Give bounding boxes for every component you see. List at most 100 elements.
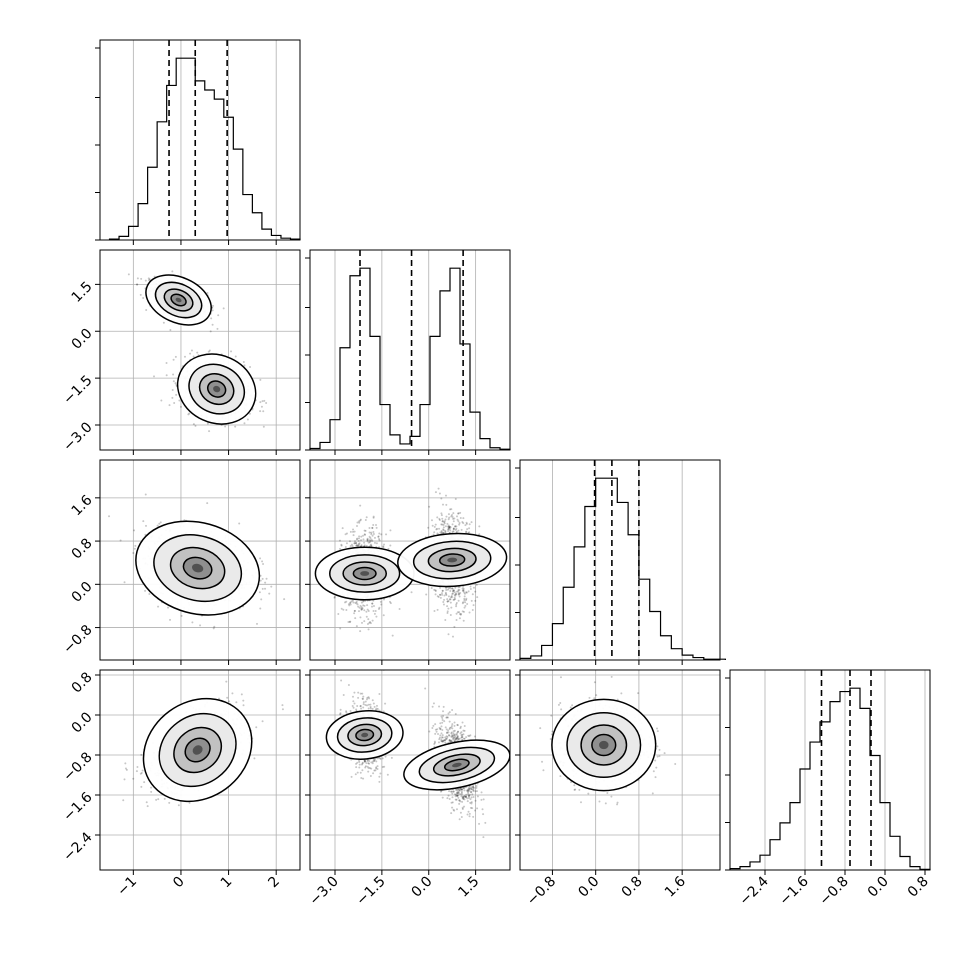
sample-point (451, 635, 454, 638)
sample-point (148, 278, 151, 281)
sample-point (433, 531, 436, 534)
sample-point (261, 577, 264, 580)
sample-point (358, 542, 361, 545)
x-tick-label: 0.8 (905, 874, 932, 901)
sample-point (449, 589, 452, 592)
sample-point (206, 422, 209, 425)
sample-point (119, 539, 122, 542)
sample-point (446, 522, 449, 525)
sample-point (363, 533, 366, 536)
sample-point (260, 405, 263, 408)
y-tick-label: −1.5 (60, 372, 95, 407)
sample-point (438, 492, 441, 495)
density-panel-3-2 (305, 459, 511, 665)
sample-point (461, 589, 464, 592)
density-contour (135, 520, 261, 616)
sample-point (356, 537, 359, 540)
sample-point (133, 529, 136, 532)
axes-frame (99, 39, 301, 241)
sample-point (448, 526, 451, 529)
sample-point (360, 601, 363, 604)
sample-point (353, 542, 356, 545)
sample-point (357, 544, 360, 547)
sample-point (222, 307, 225, 310)
sample-point (169, 328, 172, 331)
density-content (108, 493, 286, 630)
sample-point (349, 530, 352, 533)
sample-point (457, 593, 460, 596)
sample-point (471, 593, 474, 596)
sample-point (445, 515, 448, 518)
sample-point (363, 544, 366, 547)
sample-point (360, 544, 363, 547)
sample-point (355, 600, 358, 603)
sample-point (457, 590, 460, 593)
density-contour (438, 553, 466, 567)
sample-point (371, 619, 374, 622)
sample-point (246, 418, 249, 421)
density-contour (352, 566, 377, 581)
sample-point (467, 590, 470, 593)
sample-point (462, 585, 465, 588)
sample-point (444, 592, 447, 595)
sample-point (340, 607, 343, 610)
sample-point (350, 543, 353, 546)
sample-point (452, 527, 455, 530)
sample-point (264, 587, 267, 590)
sample-point (430, 519, 433, 522)
sample-point (469, 588, 472, 591)
x-tick-label: −0.8 (816, 874, 851, 909)
sample-point (217, 314, 220, 317)
sample-point (345, 532, 348, 535)
sample-point (447, 518, 450, 521)
sample-point (441, 523, 444, 526)
sample-point (359, 519, 362, 522)
sample-point (442, 524, 445, 527)
sample-point (450, 508, 453, 511)
sample-point (478, 525, 481, 528)
sample-point (472, 604, 475, 607)
sample-point (463, 592, 466, 595)
sample-point (210, 317, 213, 320)
sample-point (451, 587, 454, 590)
sample-point (262, 425, 265, 428)
sample-point (446, 600, 449, 603)
sample-point (235, 701, 238, 704)
sample-point (371, 534, 374, 537)
sample-point (361, 621, 364, 624)
sample-point (451, 530, 454, 533)
sample-point (365, 615, 368, 618)
sample-point (140, 277, 143, 280)
sample-point (368, 541, 371, 544)
sample-point (366, 540, 369, 543)
sample-point (450, 596, 453, 599)
sample-point (359, 616, 362, 619)
sample-point (238, 522, 241, 525)
sample-point (462, 619, 465, 622)
sample-point (427, 526, 430, 529)
sample-point (449, 587, 452, 590)
sample-point (463, 591, 466, 594)
sample-point (457, 589, 460, 592)
sample-point (342, 608, 345, 611)
sample-point (340, 544, 343, 547)
sample-point (265, 577, 268, 580)
sample-point (398, 607, 401, 610)
sample-point (449, 601, 452, 604)
sample-point (454, 586, 457, 589)
sample-point (259, 410, 262, 413)
sample-point (179, 405, 182, 408)
sample-point (451, 590, 454, 593)
sample-point (442, 528, 445, 531)
sample-point (441, 520, 444, 523)
sample-point (132, 777, 135, 780)
sample-point (439, 593, 442, 596)
sample-point (371, 602, 374, 605)
sample-point (358, 606, 361, 609)
sample-point (447, 633, 450, 636)
sample-point (465, 599, 468, 602)
x-tick-label: −2.4 (736, 873, 771, 908)
sample-point (362, 600, 365, 603)
sample-point (338, 539, 341, 542)
histogram-step (519, 477, 727, 660)
